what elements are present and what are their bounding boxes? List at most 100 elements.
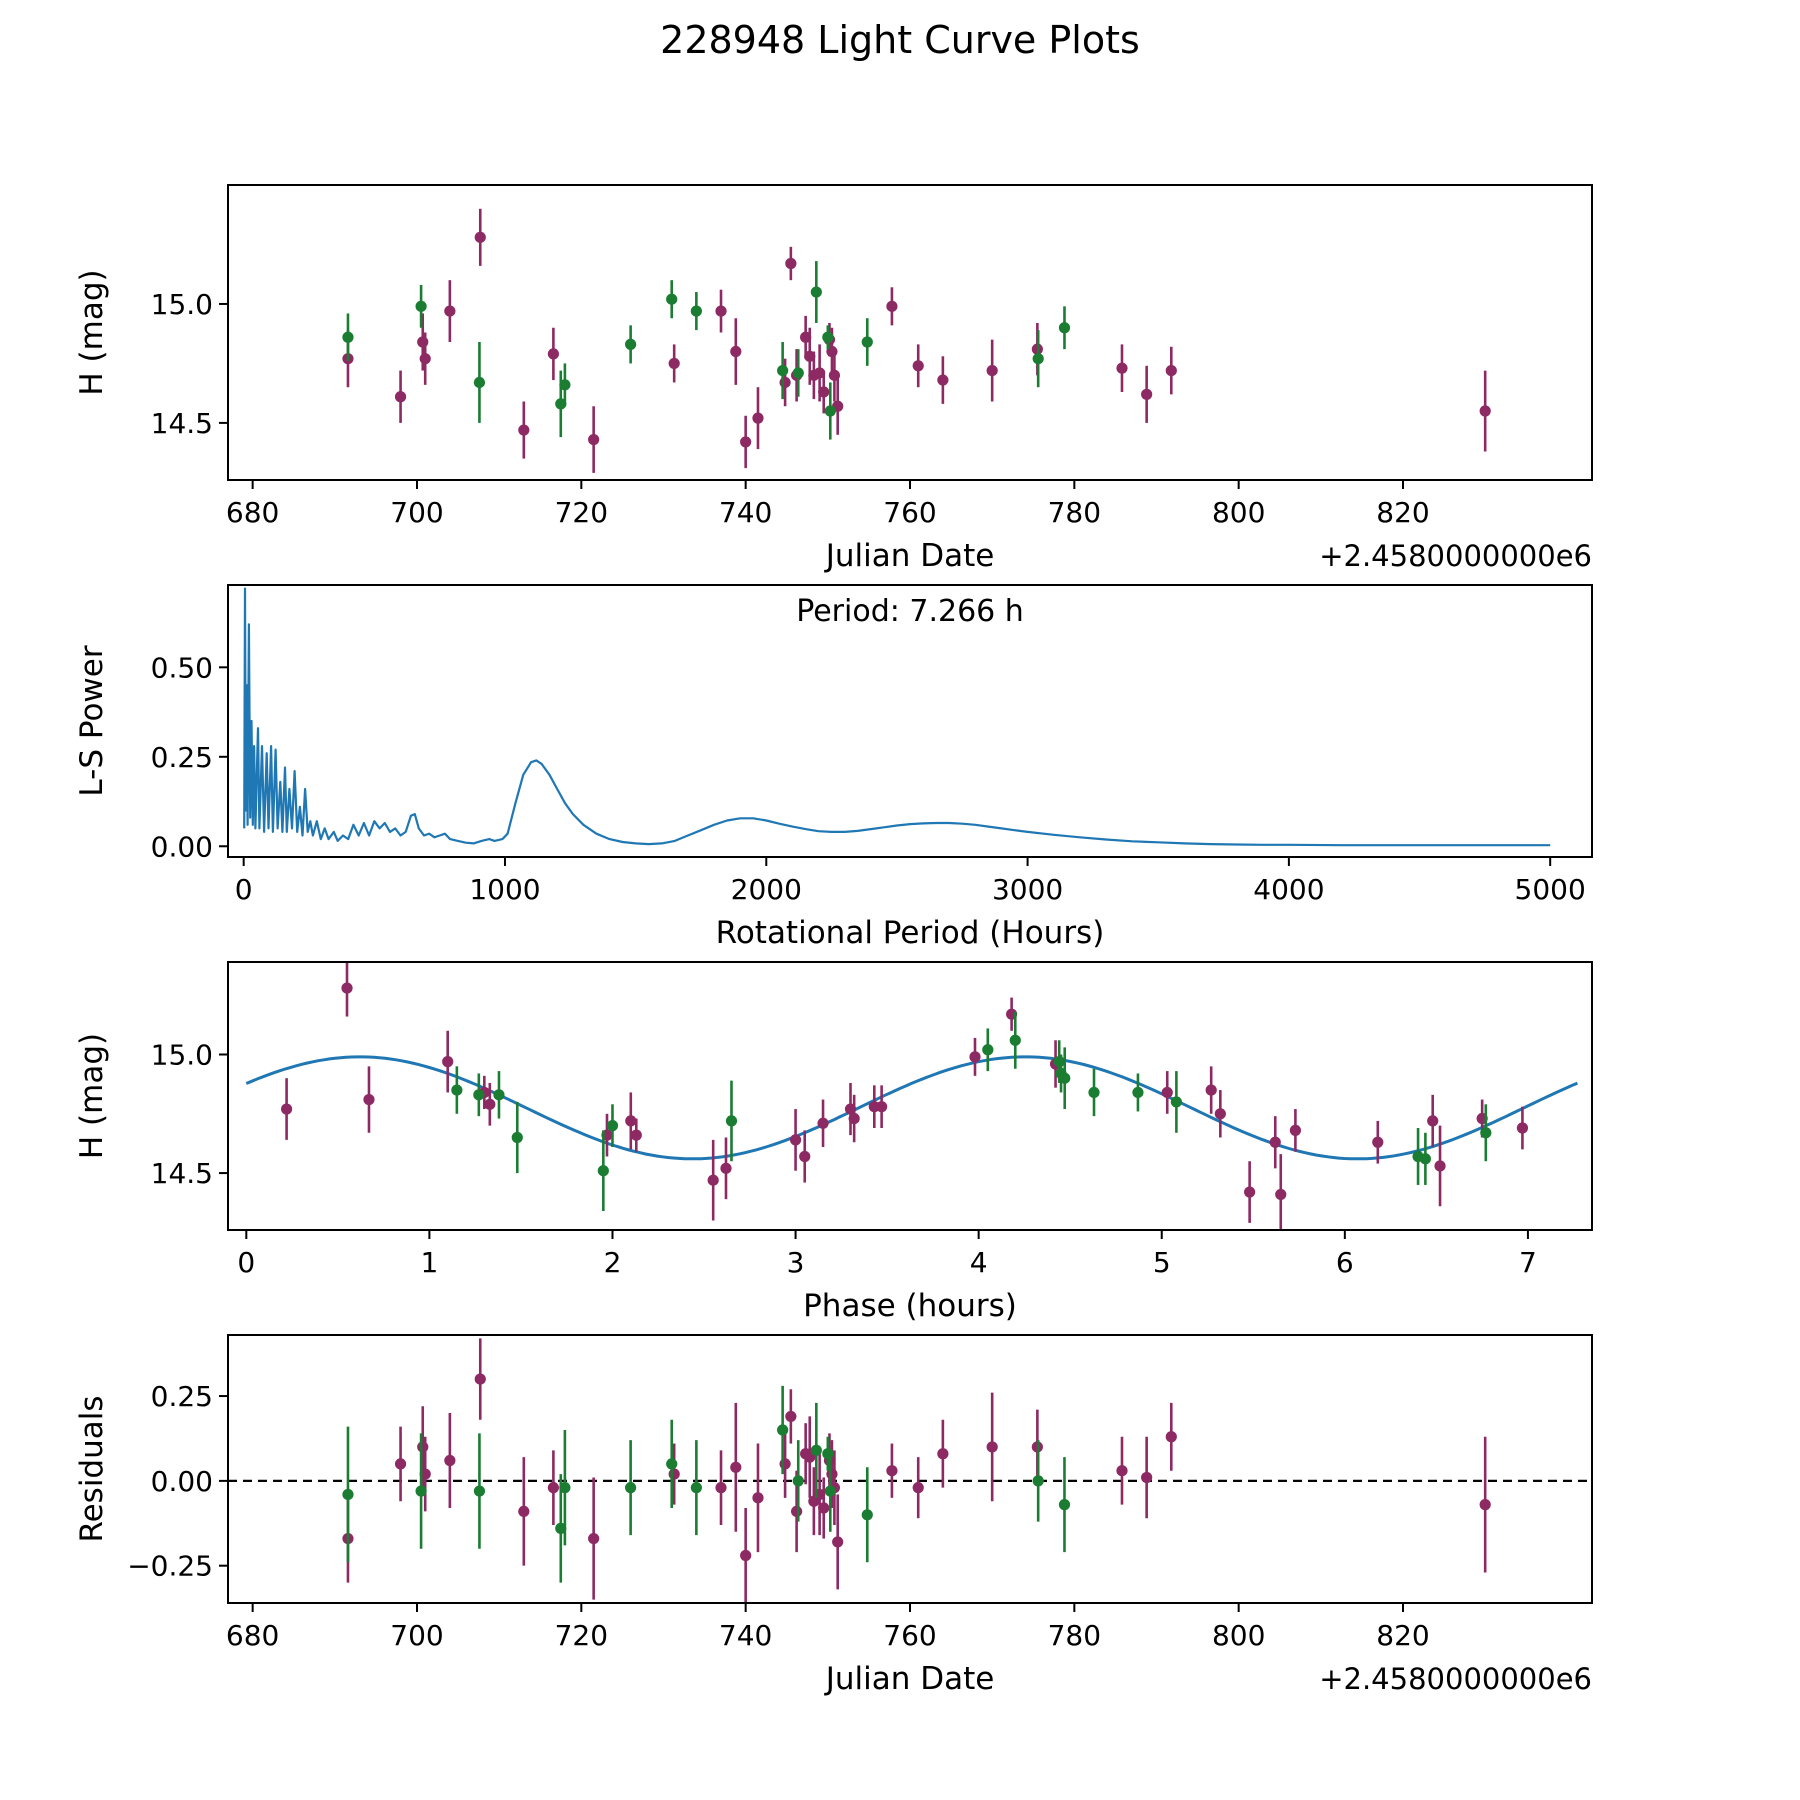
data-point	[1165, 1431, 1177, 1443]
data-point	[668, 1468, 680, 1480]
observations-set-2	[342, 261, 1071, 440]
data-point	[417, 1441, 429, 1453]
data-point	[1161, 1086, 1173, 1099]
periodogram-plot: 0 1000 2000 3000 4000 5000 0.00 0.25 0.50 Rotatio…	[74, 584, 1593, 951]
data-point	[419, 1468, 431, 1480]
y-tick-label: 0.25	[151, 741, 213, 774]
data-point	[165, 1509, 176, 1520]
data-point	[625, 1482, 637, 1494]
x-tick-label: 740	[719, 496, 772, 529]
data-point	[415, 1485, 427, 1497]
residuals-frame	[227, 1334, 1593, 1604]
data-point	[792, 367, 804, 379]
ls-power-curve-line	[243, 587, 1551, 847]
x-tick-label: 780	[1048, 496, 1101, 529]
x-tick-label: 700	[390, 496, 443, 529]
y-tick-label: −0.25	[127, 1550, 213, 1583]
data-point	[715, 1482, 727, 1494]
jd-lightcurve-plot: 680 700 720 740 760 780 800 820 14.5 15.0 Julian D…	[74, 184, 1593, 574]
phase-curve-y-label: H (mag)	[74, 1033, 110, 1159]
data-point	[518, 1505, 530, 1518]
x-tick-label: 5000	[1515, 873, 1586, 906]
data-point	[986, 1441, 998, 1453]
data-point	[789, 1134, 802, 1146]
data-point	[804, 350, 816, 362]
data-point	[597, 1165, 609, 1177]
data-point	[1214, 1108, 1226, 1120]
data-point	[861, 336, 873, 348]
data-point	[848, 1112, 860, 1125]
data-point	[668, 357, 680, 370]
jd-lightcurve-x-label: Julian Date	[824, 538, 995, 574]
data-point	[394, 1458, 407, 1470]
data-point	[740, 436, 752, 448]
periodogram-frame	[227, 584, 1593, 858]
data-point	[211, 1516, 222, 1527]
data-point	[792, 1475, 804, 1487]
data-point	[1116, 1465, 1128, 1477]
phased-set-2	[451, 1011, 1492, 1212]
phase-curve-x-label: Phase (hours)	[803, 1288, 1017, 1324]
data-point	[818, 386, 830, 398]
x-tick-label: 680	[226, 1619, 279, 1652]
data-point	[707, 1174, 719, 1186]
data-point	[876, 1101, 888, 1113]
data-point	[969, 1051, 981, 1063]
data-point	[666, 1458, 678, 1470]
residuals-y-axis: −0.25 0.00 0.25	[127, 1380, 228, 1583]
x-tick-label: 680	[226, 496, 279, 529]
data-point	[1427, 1115, 1439, 1127]
data-point	[730, 345, 742, 358]
data-point	[363, 1093, 375, 1106]
data-point	[474, 1373, 486, 1385]
data-point	[415, 300, 427, 312]
data-point	[982, 1044, 994, 1056]
data-point	[779, 1458, 791, 1470]
x-tick-label: 720	[555, 496, 608, 529]
jd-lightcurve-data-area	[186, 208, 1491, 473]
x-tick-label: 800	[1212, 496, 1265, 529]
data-point	[1141, 1471, 1153, 1484]
data-point	[715, 305, 727, 317]
data-point	[818, 1502, 830, 1514]
data-point	[1480, 1127, 1492, 1139]
data-point	[625, 338, 637, 350]
data-point	[937, 1448, 949, 1460]
y-tick-label: 0.50	[151, 651, 213, 684]
residuals-set-2	[211, 1385, 1071, 1583]
residuals-x-label: Julian Date	[824, 1661, 995, 1697]
x-tick-label: 6	[1336, 1246, 1354, 1279]
data-point	[779, 376, 791, 389]
data-point	[1419, 1153, 1431, 1165]
residuals-plot: 680 700 720 740 760 780 800 820 −0.25 0.00 0.25 Jul…	[74, 1334, 1593, 1697]
x-tick-label: 7	[1519, 1246, 1537, 1279]
data-point	[559, 379, 571, 391]
data-point	[186, 379, 197, 390]
data-point	[1434, 1160, 1446, 1172]
data-point	[810, 286, 822, 298]
x-tick-label: 780	[1048, 1619, 1101, 1652]
data-point	[777, 1424, 789, 1436]
periodogram-x-axis: 0 1000 2000 3000 4000 5000	[235, 857, 1586, 906]
data-point	[559, 1482, 571, 1494]
y-tick-label: 15.0	[151, 288, 213, 321]
period-annotation: Period: 7.266 h	[796, 594, 1024, 629]
data-point	[1059, 1072, 1071, 1084]
data-point	[474, 231, 486, 243]
data-point	[824, 405, 836, 417]
data-point	[547, 348, 559, 360]
y-tick-label: 0.00	[151, 830, 213, 863]
data-point	[740, 1549, 752, 1562]
data-point	[342, 1488, 354, 1501]
data-point	[690, 305, 702, 317]
data-point	[1269, 1136, 1281, 1148]
data-point	[1032, 353, 1044, 365]
data-point	[1053, 1056, 1065, 1068]
data-point	[1275, 1188, 1287, 1201]
x-axis-offset-text: +2.4580000000e6	[1319, 1662, 1592, 1696]
data-point	[886, 1465, 898, 1477]
x-tick-label: 760	[883, 496, 936, 529]
data-point	[417, 336, 429, 348]
residuals-y-label: Residuals	[74, 1395, 110, 1542]
